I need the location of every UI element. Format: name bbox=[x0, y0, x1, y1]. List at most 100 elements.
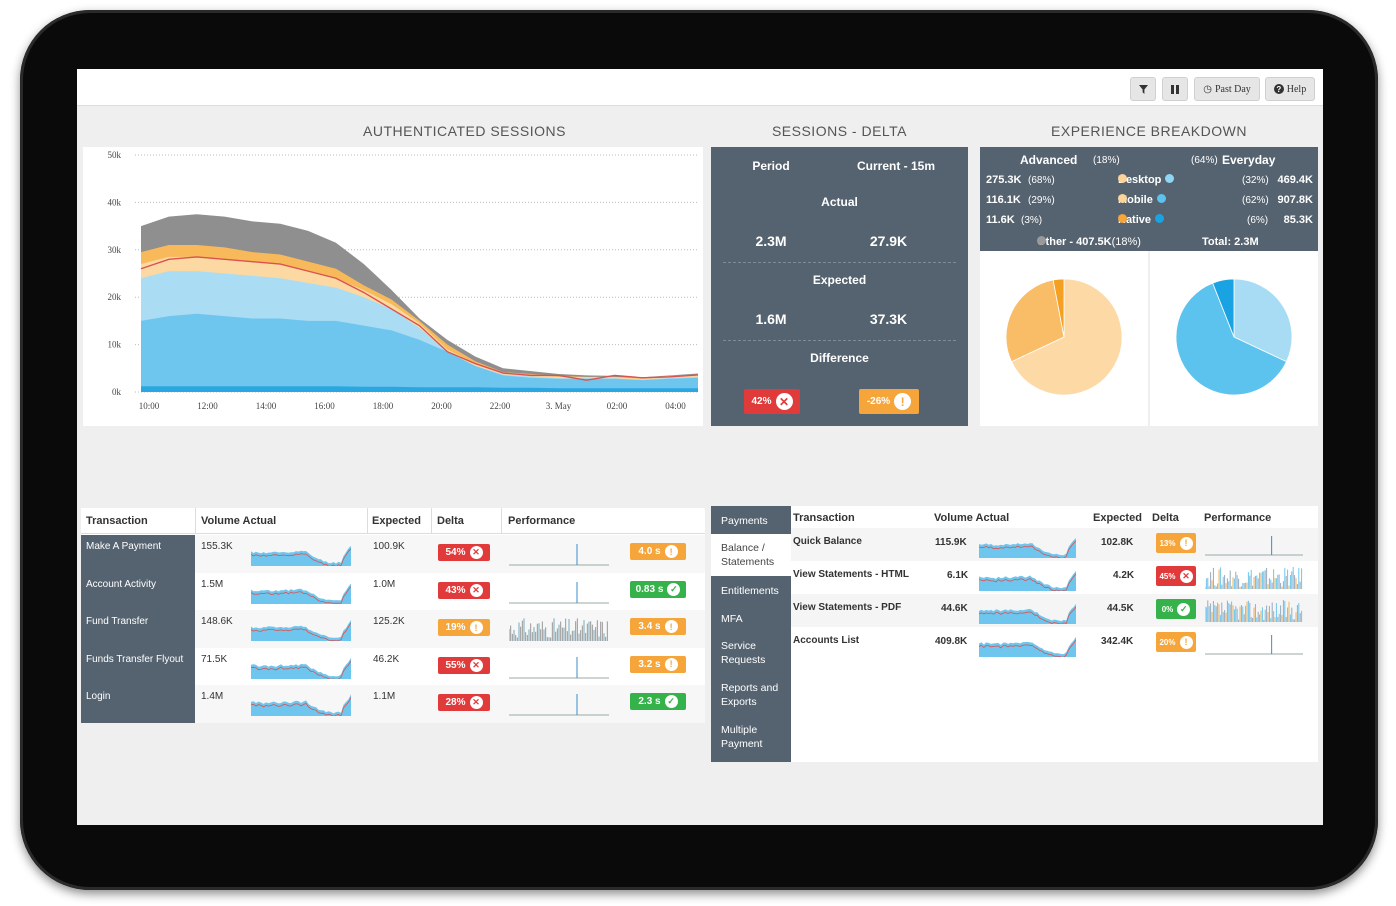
delta-badge: 13%! bbox=[1156, 533, 1196, 553]
spark-area bbox=[979, 538, 1076, 558]
nav-item-multiple-payment[interactable]: Multiple Payment bbox=[721, 724, 763, 750]
performance-badge: 4.0 s! bbox=[630, 543, 686, 560]
y-tick-label: 10k bbox=[108, 340, 122, 350]
x-tick-label: 04:00 bbox=[665, 401, 686, 411]
exclamation-icon: ! bbox=[664, 657, 678, 671]
sessions-delta-card: Period Current - 15m Actual 2.3M 27.9K E… bbox=[711, 147, 968, 426]
performance-badge: 0.83 s ✓ bbox=[630, 580, 686, 598]
legend-right-value: 85.3K bbox=[1283, 214, 1313, 226]
top-toolbar: ◷ Past Day ? Help bbox=[77, 69, 1323, 106]
pie-slice-native bbox=[1212, 278, 1235, 338]
x-circle-icon: ✕ bbox=[469, 658, 483, 672]
expected-value: 125.2K bbox=[373, 616, 405, 627]
dashboard-screen: ◷ Past Day ? Help AUTHENTICATED SESSIONS S… bbox=[77, 69, 1323, 825]
spark-line bbox=[979, 606, 1076, 624]
badge-value: 3.4 s bbox=[638, 621, 661, 632]
table-header bbox=[81, 508, 705, 534]
check-circle-icon: ✓ bbox=[667, 582, 681, 596]
diff-current-value: -26% bbox=[866, 396, 891, 407]
badge-value: 4.0 s bbox=[638, 546, 661, 557]
clock-icon: ◷ bbox=[1203, 83, 1212, 95]
volume-sparkline bbox=[1205, 536, 1303, 556]
actual-label: Actual bbox=[821, 195, 858, 209]
nav-item-service-requests[interactable]: Service Requests bbox=[721, 640, 766, 666]
spark-line bbox=[251, 548, 351, 566]
experience-breakdown-title: EXPERIENCE BREAKDOWN bbox=[1051, 123, 1247, 139]
transaction-name-cell[interactable]: Make A Payment bbox=[81, 535, 195, 573]
volume-sparkline bbox=[251, 694, 351, 716]
payments-transactions-table: Transaction Volume Actual Expected Delta Per… bbox=[81, 508, 705, 723]
badge-value: 0.83 s bbox=[635, 583, 664, 595]
volume-actual: 44.6K bbox=[941, 603, 968, 614]
transaction-name[interactable]: Accounts List bbox=[793, 635, 860, 646]
delta-badge: 55% ✕ bbox=[438, 656, 490, 674]
x-circle-icon: ✕ bbox=[469, 546, 483, 559]
auth-sessions-chart-card: 50k 40k 30k 20k 10k 0k 10:00 12:00 14:00 16:00 18:… bbox=[83, 147, 703, 426]
legend-left-pct: (68%) bbox=[1028, 175, 1055, 186]
advanced-pie-chart bbox=[1005, 278, 1123, 396]
column-divider bbox=[501, 508, 502, 534]
transaction-name[interactable]: View Statements - HTML bbox=[793, 569, 909, 580]
filter-button[interactable] bbox=[1130, 77, 1156, 101]
volume-sparkline bbox=[251, 545, 351, 566]
actual-current-value: 27.9K bbox=[869, 233, 908, 249]
column-header: Expected bbox=[1093, 512, 1142, 524]
legend-dot bbox=[1118, 214, 1127, 223]
x-circle-icon: ✕ bbox=[469, 696, 483, 709]
exclamation-icon: ! bbox=[469, 621, 483, 634]
legend-center: Native bbox=[1118, 214, 1165, 226]
advanced-pie-card bbox=[980, 251, 1148, 426]
transaction-name-cell[interactable]: Login bbox=[81, 685, 195, 723]
help-button[interactable]: ? Help bbox=[1265, 77, 1315, 101]
transaction-name[interactable]: View Statements - PDF bbox=[793, 602, 902, 613]
performance-badge: 2.3 s ✓ bbox=[630, 693, 686, 710]
x-tick-label: 14:00 bbox=[256, 401, 277, 411]
transaction-name[interactable]: Quick Balance bbox=[793, 536, 862, 547]
spark-line bbox=[251, 585, 351, 604]
performance-badge: 3.2 s! bbox=[630, 655, 686, 673]
everyday-label: Everyday bbox=[1222, 153, 1276, 167]
past-day-button[interactable]: ◷ Past Day bbox=[1194, 77, 1260, 101]
delta-badge: 20%! bbox=[1156, 632, 1196, 652]
volume-sparkline bbox=[509, 656, 609, 678]
x-circle-icon: ✕ bbox=[469, 583, 483, 597]
legend-dot bbox=[1118, 194, 1127, 203]
expected-value: 44.5K bbox=[1107, 603, 1134, 614]
expected-value: 1.0M bbox=[373, 578, 396, 590]
question-icon: ? bbox=[1273, 84, 1284, 94]
nav-item-entitlements[interactable]: Entitlements bbox=[721, 585, 779, 597]
pause-button[interactable] bbox=[1162, 77, 1188, 101]
expected-value: 1.1M bbox=[373, 691, 396, 702]
transaction-name-cell[interactable]: Funds Transfer Flyout bbox=[81, 647, 195, 685]
x-tick-label: 22:00 bbox=[490, 401, 511, 411]
everyday-pct: (64%) bbox=[1191, 155, 1218, 166]
badge-value: 0% bbox=[1161, 604, 1174, 614]
y-tick-label: 50k bbox=[108, 150, 122, 160]
spark-line bbox=[251, 697, 351, 716]
diff-current-badge: -26% ! bbox=[859, 389, 919, 414]
badge-value: 28% bbox=[445, 697, 466, 708]
spark-line bbox=[979, 540, 1076, 558]
check-circle-icon: ✓ bbox=[1177, 602, 1191, 616]
expected-value: 4.2K bbox=[1113, 570, 1135, 581]
filter-icon bbox=[1138, 84, 1148, 94]
current-label: Current - 15m bbox=[856, 159, 936, 173]
nav-item-reports-and-exports[interactable]: Reports and Exports bbox=[721, 682, 779, 708]
legend-dot bbox=[1118, 174, 1127, 183]
volume-actual: 148.6K bbox=[201, 616, 233, 627]
legend-left-value: 11.6K bbox=[986, 214, 1015, 226]
nav-item-payments[interactable]: Payments bbox=[721, 515, 768, 527]
transaction-name-cell[interactable]: Account Activity bbox=[81, 572, 195, 610]
spark-line bbox=[979, 573, 1076, 591]
legend-center: Desktop bbox=[1118, 174, 1175, 186]
expected-value: 46.2K bbox=[373, 653, 400, 665]
spark-line bbox=[251, 659, 351, 679]
category-nav: Payments Balance / Statements Entitlements… bbox=[711, 506, 791, 762]
volume-sparkline bbox=[979, 603, 1076, 624]
legend-dot bbox=[1165, 174, 1175, 183]
pie-slice-mobile bbox=[1175, 282, 1288, 396]
nav-item-mfa[interactable]: MFA bbox=[721, 613, 743, 625]
transaction-name-cell[interactable]: Fund Transfer bbox=[81, 610, 195, 648]
nav-item-balance-statements[interactable]: Balance / Statements bbox=[711, 534, 791, 576]
y-tick-label: 0k bbox=[112, 387, 122, 397]
